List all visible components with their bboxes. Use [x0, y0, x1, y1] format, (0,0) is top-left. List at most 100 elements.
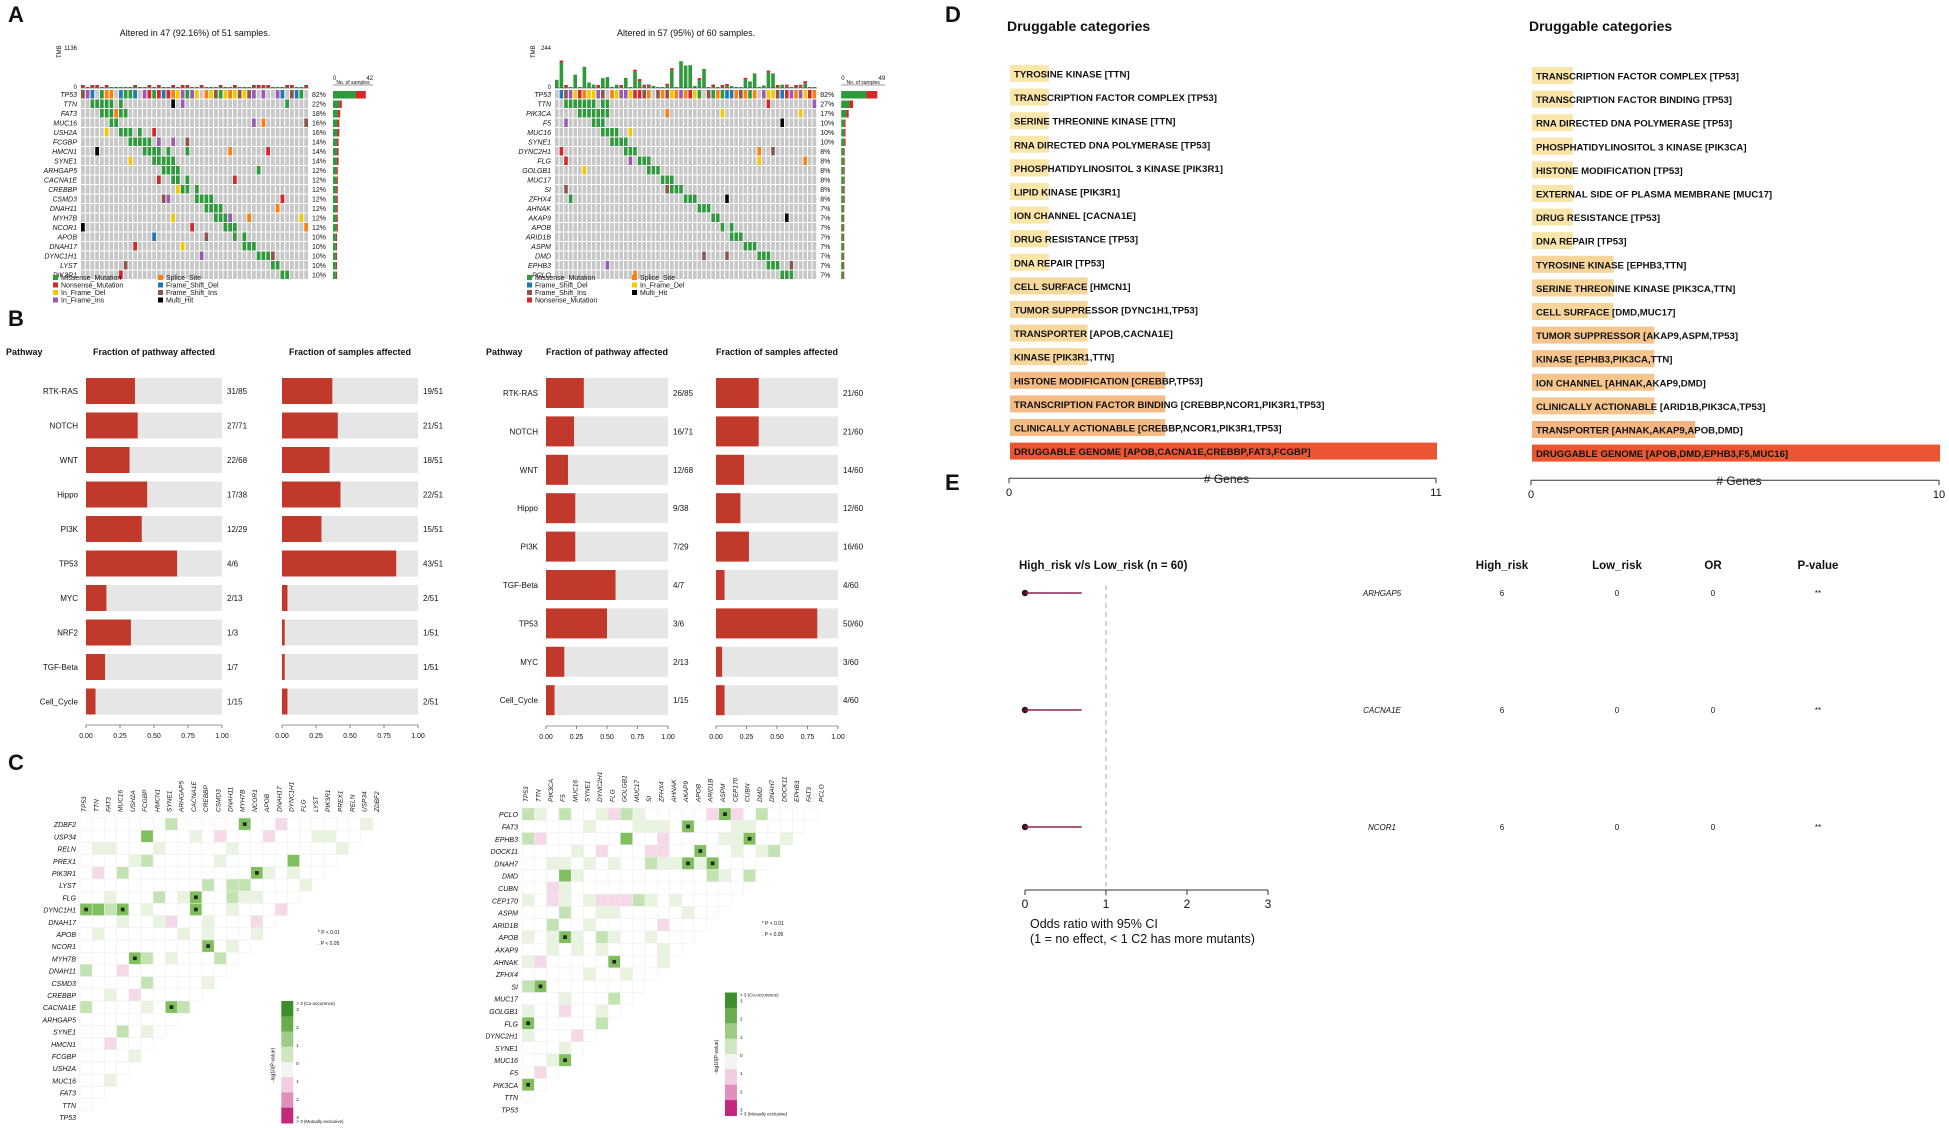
oncoplot-cell — [228, 99, 232, 108]
oncoplot-cell — [739, 232, 743, 241]
oncoplot-cell — [133, 137, 137, 146]
legend-swatch — [527, 297, 532, 303]
corr-cell — [274, 854, 288, 868]
oncoplot-cell — [785, 185, 789, 194]
oncoplot-cell — [771, 147, 775, 156]
oncoplot-cell — [688, 204, 692, 213]
sample-count-bar — [337, 119, 340, 127]
oncoplot-cell — [702, 261, 706, 270]
tmb-bar-top — [711, 84, 715, 87]
corr-cell — [226, 829, 239, 843]
corr-cell — [718, 881, 732, 895]
oncoplot-cell — [628, 109, 633, 118]
oncoplot-cell — [128, 242, 133, 251]
sample-count-bar — [336, 214, 338, 222]
oncoplot-cell — [171, 261, 175, 270]
corr-cell — [570, 955, 584, 969]
oncoplot-cell — [147, 147, 152, 156]
corr-sig-mark — [206, 944, 210, 948]
oncoplot-cell — [775, 118, 780, 127]
oncoplot-cell — [185, 166, 190, 175]
oncoplot-cell — [90, 99, 95, 108]
corr-cell — [152, 951, 166, 965]
oncoplot-cell — [199, 204, 204, 213]
legend-swatch — [53, 275, 58, 280]
oncoplot-cell — [591, 118, 596, 127]
sample-count-bar — [843, 148, 845, 156]
oncoplot-cell — [119, 242, 123, 251]
corr-cell — [189, 829, 203, 843]
oncoplot-cell — [266, 270, 270, 279]
oncoplot-cell — [757, 204, 761, 213]
corr-cell — [104, 829, 117, 843]
corr-cell — [706, 893, 720, 907]
oncoplot-cell — [725, 223, 729, 232]
oncoplot-cell — [119, 128, 123, 137]
oncoplot-cell — [757, 175, 761, 184]
oncoplot-cell — [780, 137, 784, 146]
tmb-bar — [142, 87, 147, 88]
oncoplot-cell — [81, 223, 85, 232]
tmb-bar-top — [633, 69, 637, 72]
oncoplot-cell — [104, 156, 109, 165]
oncoplot-cell — [568, 194, 573, 203]
gene-label: NCOR1 — [52, 225, 77, 232]
oncoplot-cell — [214, 118, 218, 127]
oncoplot-cell — [582, 109, 587, 118]
oncoplot-cell — [766, 194, 771, 203]
oncoplot-cell — [642, 213, 646, 222]
oncoplot-cell — [812, 137, 817, 146]
corr-cell — [104, 903, 117, 916]
forest-p-value: ** — [1815, 706, 1821, 715]
oncoplot-cell — [147, 109, 152, 118]
oncoplot-cell — [157, 90, 161, 99]
oncoplot-cell — [209, 223, 213, 232]
oncoplot-cell — [683, 213, 688, 222]
druggable-label: DRUG RESISTANCE [TP53] — [1536, 213, 1660, 224]
oncoplot-cell — [633, 175, 637, 184]
corr-cell — [718, 844, 732, 858]
oncoplot-cell — [176, 137, 180, 146]
oncoplot-cell — [674, 128, 679, 137]
oncoplot-cell — [119, 118, 123, 127]
oncoplot-cell — [748, 261, 752, 270]
oncoplot-cell — [568, 137, 573, 146]
oncoplot-cell — [280, 128, 285, 137]
sample-frac-label: 14/60 — [843, 466, 864, 475]
oncoplot-cell — [702, 185, 706, 194]
oncoplot-cell — [637, 90, 642, 99]
corr-cell — [140, 817, 154, 831]
corr-cell — [91, 1037, 105, 1051]
corr-cell — [152, 1012, 166, 1026]
corr-cell — [632, 930, 646, 944]
oncoplot-cell — [100, 156, 104, 165]
druggable-bar — [1010, 301, 1088, 318]
oncoplot-cell — [95, 223, 99, 232]
oncoplot-cell — [199, 137, 204, 146]
oncoplot-cell — [725, 204, 729, 213]
oncoplot-cell — [242, 194, 247, 203]
oncoplot-cell — [128, 223, 133, 232]
oncoplot-cell — [785, 156, 789, 165]
corr-cell — [644, 844, 658, 858]
oncoplot-cell — [171, 185, 175, 194]
gene-pct: 8% — [820, 168, 830, 175]
oncoplot-cell — [798, 156, 803, 165]
oncoplot-cell — [734, 137, 738, 146]
corr-row-label: CSMD3 — [51, 981, 76, 988]
corr-row-label: PIK3CA — [493, 1083, 518, 1090]
corr-cell — [152, 817, 166, 831]
oncoplot-cell — [199, 118, 204, 127]
tmb-bar — [133, 87, 137, 88]
oncoplot-cell — [299, 185, 304, 194]
corr-cell — [607, 881, 621, 895]
x-tick-label: 0.00 — [709, 734, 723, 741]
druggable-bar — [1532, 90, 1573, 108]
corr-sig-mark — [526, 1082, 530, 1087]
corr-cell — [152, 903, 166, 916]
corr-cell — [128, 1000, 142, 1014]
druggable-title: Druggable categories — [1007, 18, 1150, 34]
oncoplot-cell — [734, 251, 738, 260]
oncoplot-cell — [555, 137, 559, 146]
oncoplot-cell — [128, 261, 133, 270]
